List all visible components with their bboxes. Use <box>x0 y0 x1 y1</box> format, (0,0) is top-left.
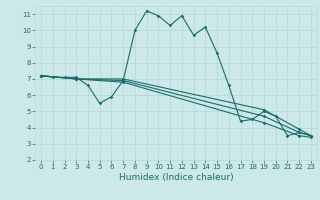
X-axis label: Humidex (Indice chaleur): Humidex (Indice chaleur) <box>119 173 233 182</box>
